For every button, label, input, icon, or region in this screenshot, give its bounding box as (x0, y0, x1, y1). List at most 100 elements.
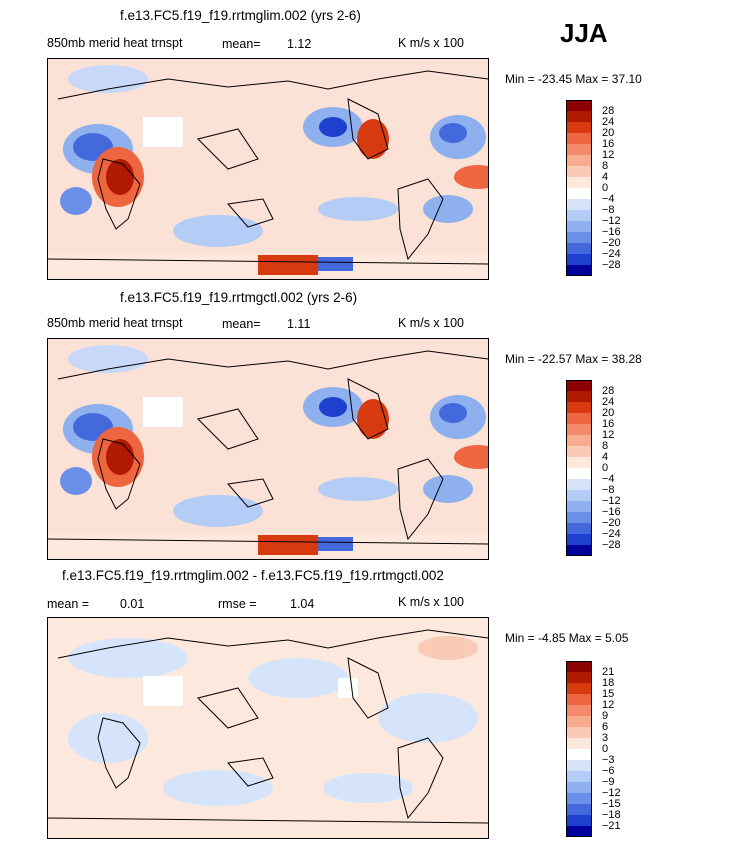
colorbar-swatch (566, 380, 592, 391)
colorbar-swatch (566, 265, 592, 276)
colorbar-tick-label: −21 (602, 820, 621, 832)
panel-2-mean-label: mean= (222, 317, 261, 331)
colorbar-tick-label: 20 (602, 407, 615, 419)
panel-1-min-label: Min = (505, 72, 535, 86)
colorbar-swatch (566, 457, 592, 468)
panel-1-subtitle: 850mb merid heat trnspt (47, 36, 183, 50)
panel-2-minmax: Min = -22.57 Max = 38.28 (505, 352, 642, 366)
colorbar-tick-label: −28 (602, 259, 621, 271)
colorbar-swatch (566, 490, 592, 501)
colorbar-swatch (566, 523, 592, 534)
panel-1-max-value: 37.10 (611, 72, 642, 86)
panel-3-rmse-label: rmse = (218, 597, 257, 611)
colorbar-swatch (566, 210, 592, 221)
colorbar-tick-label: 24 (602, 396, 615, 408)
colorbar-tick-label: 20 (602, 127, 615, 139)
colorbar-tick-label: −24 (602, 528, 621, 540)
panel-1-map (47, 58, 489, 280)
colorbar-swatch (566, 424, 592, 435)
colorbar-tick-label: −15 (602, 798, 621, 810)
colorbar-tick-label: −9 (602, 776, 615, 788)
panel-2-units: K m/s x 100 (398, 316, 464, 330)
colorbar-tick-label: 28 (602, 385, 615, 397)
colorbar-swatch (566, 122, 592, 133)
colorbar-tick-label: −8 (602, 204, 615, 216)
colorbar-tick-label: 12 (602, 429, 615, 441)
panel-3-minmax: Min = -4.85 Max = 5.05 (505, 631, 628, 645)
colorbar-swatch (566, 512, 592, 523)
panel-2-max-value: 38.28 (611, 352, 642, 366)
panel-3-map-svg (48, 618, 488, 838)
colorbar-swatch (566, 144, 592, 155)
panel-1-min-value: -23.45 (538, 72, 573, 86)
colorbar-swatch (566, 133, 592, 144)
colorbar-swatch (566, 705, 592, 716)
colorbar-tick-label: −20 (602, 517, 621, 529)
season-label: JJA (560, 18, 608, 48)
colorbar-tick-label: −24 (602, 248, 621, 260)
colorbar-tick-label: 6 (602, 721, 609, 733)
colorbar-swatch (566, 534, 592, 545)
colorbar-tick-label: 12 (602, 699, 615, 711)
colorbar-swatch (566, 413, 592, 424)
panel-1-units: K m/s x 100 (398, 36, 464, 50)
colorbar-tick-label: −3 (602, 754, 615, 766)
panel-3-min-label: Min = (505, 631, 535, 645)
colorbar-tick-label: 0 (602, 462, 609, 474)
colorbar-tick-label: 3 (602, 732, 609, 744)
colorbar-tick-label: 15 (602, 688, 615, 700)
colorbar-tick-label: −4 (602, 473, 615, 485)
colorbar-tick-label: 8 (602, 160, 609, 172)
colorbar-tick-label: 0 (602, 743, 609, 755)
colorbar-tick-label: −8 (602, 484, 615, 496)
colorbar-swatch (566, 111, 592, 122)
panel-3-units: K m/s x 100 (398, 595, 464, 609)
colorbar-swatch (566, 446, 592, 457)
colorbar-swatch (566, 100, 592, 111)
colorbar-tick-label: 18 (602, 677, 615, 689)
colorbar-tick-label: −12 (602, 215, 621, 227)
colorbar-tick-label: 16 (602, 138, 615, 150)
colorbar-tick-label: 12 (602, 149, 615, 161)
colorbar-tick-label: 4 (602, 171, 609, 183)
panel-3-max-label: Max = (568, 631, 602, 645)
colorbar-swatch (566, 661, 592, 672)
colorbar-tick-label: 4 (602, 451, 609, 463)
panel-3-map (47, 617, 489, 839)
colorbar-tick-label: −18 (602, 809, 621, 821)
colorbar-tick-label: 0 (602, 182, 609, 194)
colorbar-swatch (566, 771, 592, 782)
colorbar-tick-label: −16 (602, 506, 621, 518)
panel-3-rmse-value: 1.04 (290, 597, 315, 611)
colorbar-swatch (566, 545, 592, 556)
panel-1-colorbar (566, 100, 592, 276)
colorbar-swatch (566, 501, 592, 512)
colorbar-swatch (566, 188, 592, 199)
colorbar-tick-label: −16 (602, 226, 621, 238)
colorbar-swatch (566, 749, 592, 760)
colorbar-swatch (566, 155, 592, 166)
colorbar-swatch (566, 402, 592, 413)
panel-2-min-label: Min = (505, 352, 535, 366)
panel-1-max-label: Max = (575, 72, 609, 86)
panel-3-mean-label: mean = (47, 597, 90, 611)
colorbar-tick-label: −20 (602, 237, 621, 249)
panel-3-min-value: -4.85 (538, 631, 566, 645)
panel-2-colorbar (566, 380, 592, 556)
colorbar-swatch (566, 479, 592, 490)
panel-2-map (47, 338, 489, 560)
colorbar-swatch (566, 694, 592, 705)
panel-2-mean-value: 1.11 (287, 317, 311, 331)
colorbar-swatch (566, 435, 592, 446)
colorbar-tick-label: −4 (602, 193, 615, 205)
panel-2-max-label: Max = (575, 352, 609, 366)
colorbar-tick-label: −12 (602, 495, 621, 507)
colorbar-tick-label: 9 (602, 710, 609, 722)
colorbar-swatch (566, 199, 592, 210)
panel-1-title: f.e13.FC5.f19_f19.rrtmglim.002 (yrs 2-6) (120, 8, 361, 23)
panel-2-map-svg (48, 339, 488, 559)
colorbar-swatch (566, 782, 592, 793)
panel-2-title: f.e13.FC5.f19_f19.rrtmgctl.002 (yrs 2-6) (120, 290, 358, 305)
colorbar-tick-label: 16 (602, 418, 615, 430)
colorbar-tick-label: −12 (602, 787, 621, 799)
